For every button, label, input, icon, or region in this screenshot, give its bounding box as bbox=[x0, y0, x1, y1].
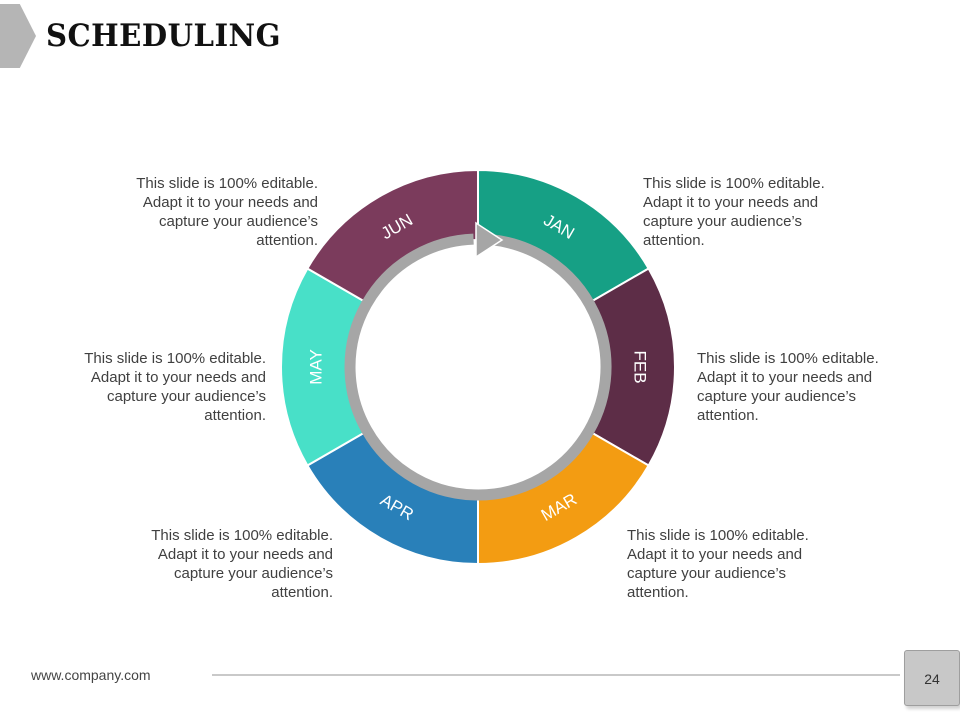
footer-url: www.company.com bbox=[31, 667, 151, 683]
may-description: This slide is 100% editable. Adapt it to … bbox=[84, 350, 266, 424]
page-title: SCHEDULING bbox=[46, 18, 282, 54]
page-number: 24 bbox=[924, 671, 940, 687]
mar-description: This slide is 100% editable. Adapt it to … bbox=[627, 527, 809, 601]
page-number-badge: 24 bbox=[904, 650, 960, 706]
segment-label-feb: FEB bbox=[631, 350, 650, 383]
cycle-arrow-head-icon bbox=[475, 221, 504, 259]
jun-description: This slide is 100% editable. Adapt it to … bbox=[136, 175, 318, 249]
inner-circle bbox=[352, 241, 604, 493]
apr-description: This slide is 100% editable. Adapt it to … bbox=[151, 527, 333, 601]
cycle-arrow-ring bbox=[344, 233, 612, 501]
feb-description: This slide is 100% editable. Adapt it to … bbox=[697, 350, 879, 424]
jan-description: This slide is 100% editable. Adapt it to … bbox=[643, 175, 825, 249]
segment-label-may: MAY bbox=[307, 349, 326, 385]
footer-divider bbox=[212, 674, 900, 676]
